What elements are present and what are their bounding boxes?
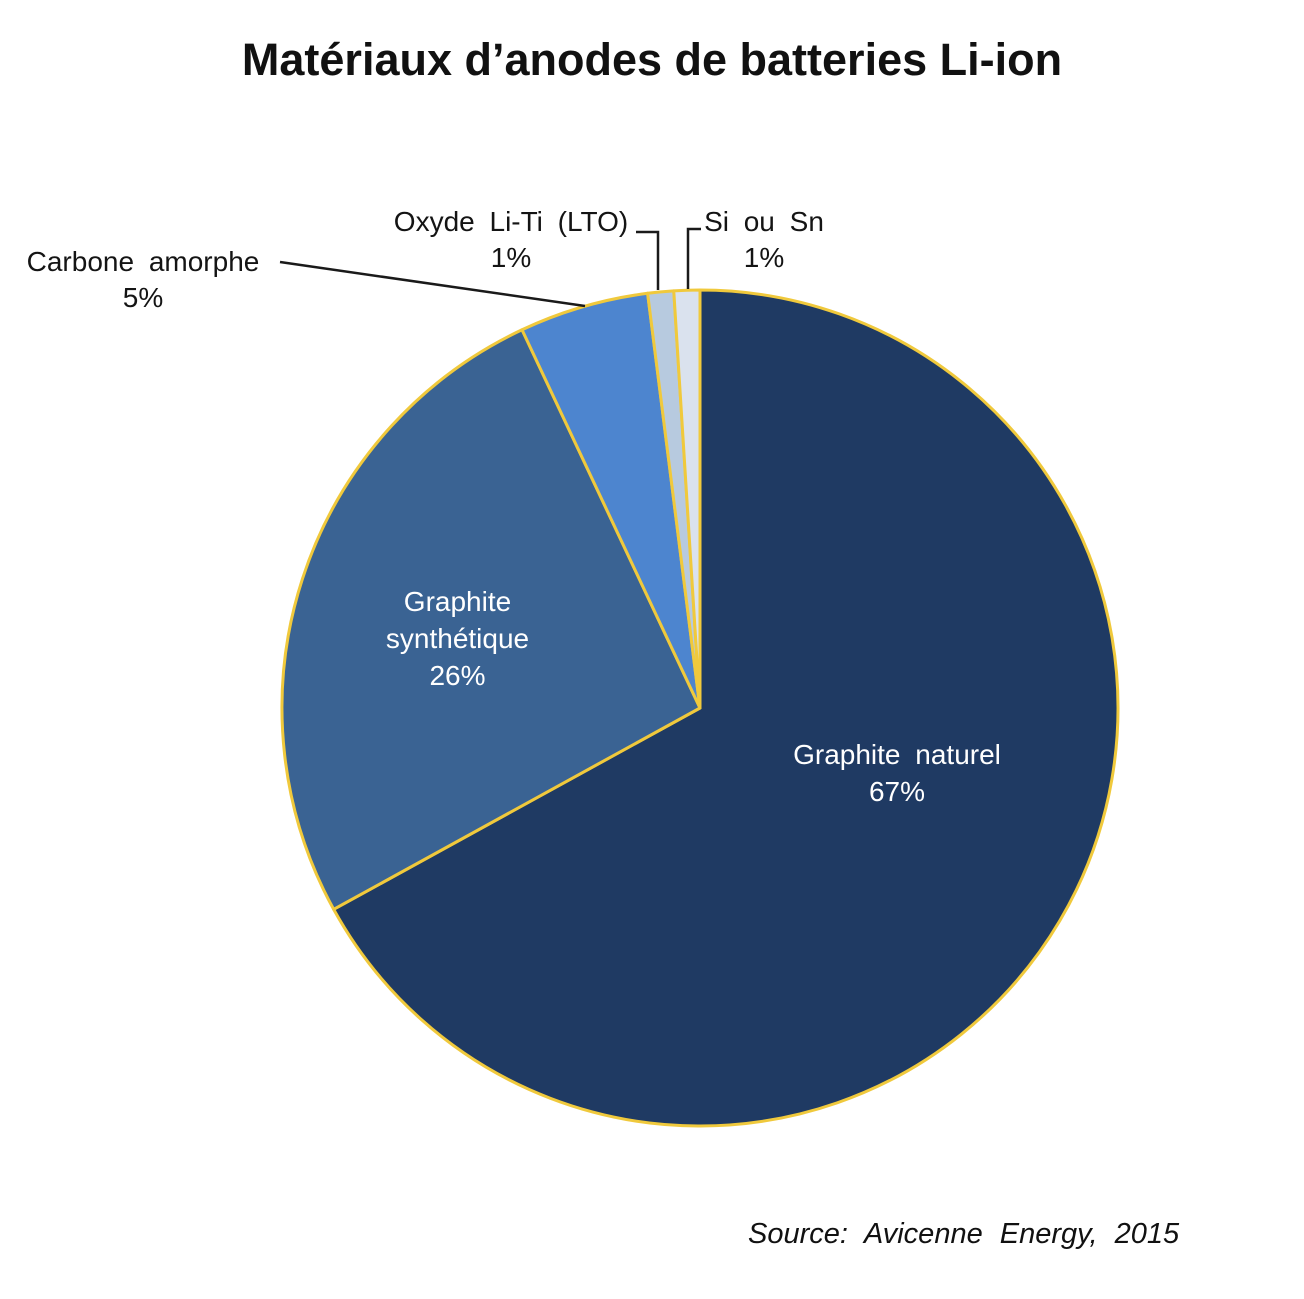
label-carbone-amorphe-name: Carbone amorphe (26, 246, 260, 277)
label-graphite-synthetique-pct: 26% (429, 660, 486, 691)
label-carbone-amorphe-pct: 5% (122, 282, 164, 313)
leader-line-si-ou-sn (686, 227, 701, 289)
label-si-ou-sn: Si ou Sn 1% (698, 204, 830, 276)
pie-slice-graphite-synth-tique (280, 328, 702, 911)
label-graphite-naturel-name: Graphite naturel (793, 739, 1001, 770)
label-graphite-synthetique-name: Graphite synthétique (385, 586, 530, 654)
source-note: Source: Avicenne Energy, 2015 (748, 1218, 1218, 1251)
label-graphite-synthetique: Graphite synthétique 26% (355, 583, 560, 694)
label-si-ou-sn-name: Si ou Sn (704, 206, 824, 237)
chart-title: Matériaux d’anodes de batteries Li-ion (241, 34, 1063, 85)
label-oxyde-lto-name: Oxyde Li-Ti (LTO) (393, 206, 629, 237)
source-note-text: Source: Avicenne Energy, 2015 (748, 1218, 1180, 1250)
leader-line-oxyde-lto (636, 230, 660, 290)
pie-slices (280, 288, 1120, 1128)
pie-slice-graphite-naturel (332, 288, 1120, 1128)
label-graphite-naturel-pct: 67% (868, 776, 926, 807)
label-graphite-naturel: Graphite naturel 67% (742, 736, 1052, 810)
label-oxyde-lto: Oxyde Li-Ti (LTO) 1% (380, 204, 642, 276)
label-si-ou-sn-pct: 1% (743, 242, 785, 273)
pie-slice-si-ou-sn (672, 288, 702, 710)
leader-line-carbone-amorphe (279, 260, 586, 308)
label-oxyde-lto-pct: 1% (490, 242, 532, 273)
label-carbone-amorphe: Carbone amorphe 5% (8, 244, 278, 316)
